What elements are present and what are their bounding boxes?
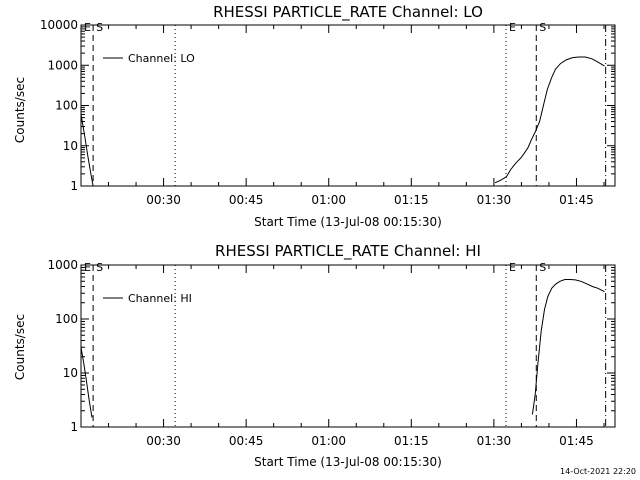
x-tick-label: 00:30 (146, 434, 181, 448)
legend-label: Channel: HI (128, 292, 192, 305)
x-tick-label: 01:00 (311, 434, 346, 448)
marker-label: E (509, 261, 516, 274)
y-tick-label: 1 (70, 420, 78, 434)
x-tick-label: 00:30 (146, 193, 181, 207)
x-tick-label: 01:00 (311, 193, 346, 207)
x-axis-label: Start Time (13-Jul-08 00:15:30) (254, 455, 442, 469)
marker-label: E (509, 21, 516, 34)
y-tick-label: 1000 (47, 58, 78, 72)
plot-layer: 1000 100 10 1 00:30 00:45 01:00 01:15 01:30 01:45… (47, 258, 615, 448)
x-tick-label: 01:45 (559, 434, 594, 448)
y-tick-label: 10000 (40, 18, 78, 32)
data-line (494, 56, 605, 184)
data-line (80, 347, 93, 418)
y-tick-label: 10 (63, 139, 78, 153)
footer-timestamp: 14-Oct-2021 22:20 (560, 467, 636, 476)
x-tick-label: 01:15 (394, 434, 429, 448)
y-tick-label: 1000 (47, 258, 78, 272)
marker-label: S (96, 21, 103, 34)
data-line (80, 114, 94, 187)
x-tick-label: 00:45 (229, 434, 264, 448)
y-tick-label: 10 (63, 366, 78, 380)
marker-label: E (84, 261, 91, 274)
marker-label: S (539, 21, 546, 34)
y-tick-label: 1 (70, 179, 78, 193)
plot-layer: 10000 1000 100 10 1 00:30 00:45 01:00 01:15 01:30… (40, 18, 615, 207)
y-axis-label: Counts/sec (13, 314, 27, 380)
chart-title: RHESSI PARTICLE_RATE Channel: HI (215, 242, 481, 261)
x-axis-label: Start Time (13-Jul-08 00:15:30) (254, 215, 442, 229)
y-tick-label: 100 (55, 99, 78, 113)
plot-frame (80, 24, 616, 187)
y-tick-label: 100 (55, 312, 78, 326)
x-tick-label: 01:15 (394, 193, 429, 207)
x-tick-label: 01:45 (559, 193, 594, 207)
x-tick-label: 01:30 (477, 434, 512, 448)
marker-label: S (96, 261, 103, 274)
plot-frame (80, 264, 616, 428)
panel-lo: RHESSI PARTICLE_RATE Channel: LO Counts/… (13, 3, 616, 229)
x-tick-label: 01:30 (477, 193, 512, 207)
legend-label: Channel: LO (128, 52, 195, 65)
marker-label: E (84, 21, 91, 34)
panel-hi: RHESSI PARTICLE_RATE Channel: HI Counts/… (13, 242, 616, 469)
data-line (531, 279, 605, 415)
y-axis-label: Counts/sec (13, 77, 27, 143)
chart-title: RHESSI PARTICLE_RATE Channel: LO (213, 3, 483, 22)
marker-label: S (539, 261, 546, 274)
x-tick-label: 00:45 (229, 193, 264, 207)
